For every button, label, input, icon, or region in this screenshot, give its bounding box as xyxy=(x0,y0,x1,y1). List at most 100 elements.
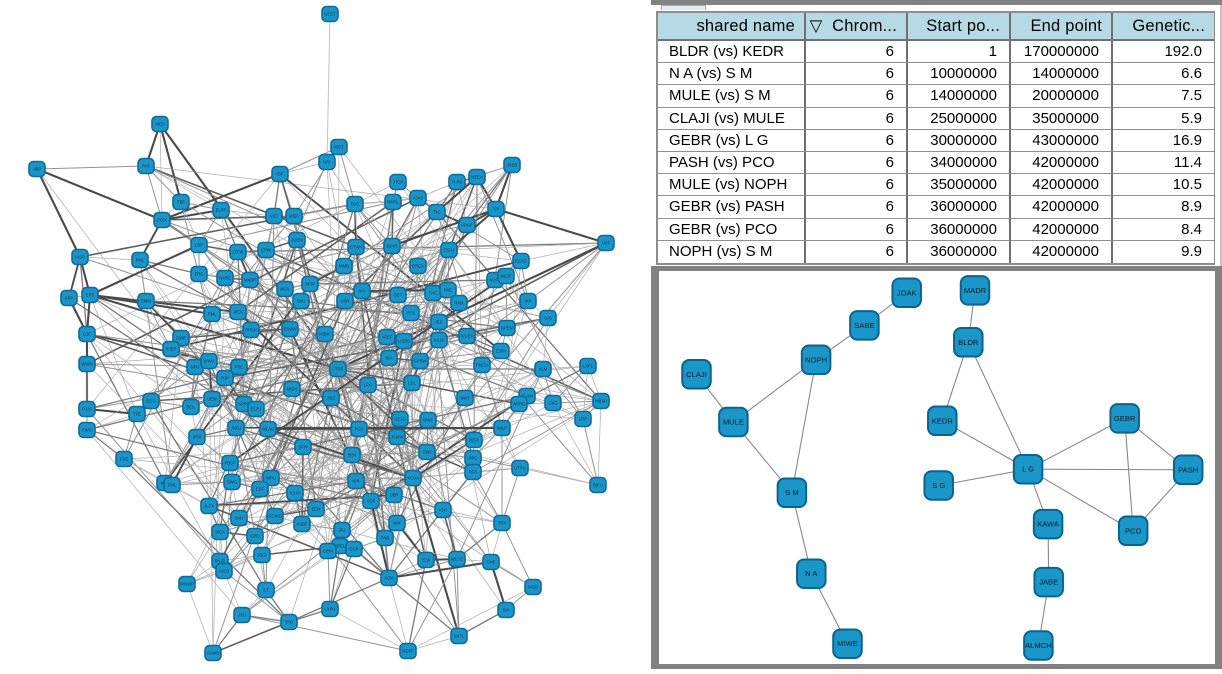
svg-text:WPU: WPU xyxy=(266,476,276,481)
svg-text:MCIL: MCIL xyxy=(280,287,291,292)
svg-text:NIR: NIR xyxy=(352,479,359,484)
svg-text:SABE: SABE xyxy=(854,321,874,330)
svg-text:XFW: XFW xyxy=(305,282,314,287)
svg-text:TFE: TFE xyxy=(133,412,141,417)
svg-text:JSGI: JSGI xyxy=(257,553,266,558)
svg-text:PXE: PXE xyxy=(444,288,453,293)
svg-text:XFEF: XFEF xyxy=(382,335,393,340)
svg-text:TRI: TRI xyxy=(493,207,500,212)
svg-text:CLAM: CLAM xyxy=(521,394,533,399)
svg-text:MBSP: MBSP xyxy=(595,399,607,404)
svg-text:RMX: RMX xyxy=(454,301,464,306)
svg-text:GWR: GWR xyxy=(176,336,186,341)
svg-text:PASH: PASH xyxy=(1178,465,1198,474)
svg-text:MIWE: MIWE xyxy=(837,639,858,648)
svg-text:NPEM: NPEM xyxy=(501,326,514,331)
svg-text:PSE: PSE xyxy=(235,365,244,370)
svg-text:NBP: NBP xyxy=(33,167,42,172)
svg-text:BJAR: BJAR xyxy=(387,244,398,249)
svg-text:JXEB: JXEB xyxy=(507,163,518,168)
svg-text:S G: S G xyxy=(932,481,945,490)
svg-text:ESF: ESF xyxy=(256,487,265,492)
svg-text:GTWN: GTWN xyxy=(350,245,363,250)
svg-text:NGPF: NGPF xyxy=(402,649,414,654)
svg-text:NOPH: NOPH xyxy=(805,355,827,364)
svg-text:WFRG: WFRG xyxy=(513,402,526,407)
svg-text:NPU: NPU xyxy=(191,365,200,370)
svg-text:LSP: LSP xyxy=(195,243,203,248)
svg-text:ACM: ACM xyxy=(384,576,394,581)
svg-text:RPSN: RPSN xyxy=(245,328,257,333)
svg-text:NMTL: NMTL xyxy=(387,200,399,205)
svg-text:USBS: USBS xyxy=(398,339,410,344)
svg-text:FUC: FUC xyxy=(351,202,360,207)
svg-text:RML: RML xyxy=(208,312,218,317)
svg-text:PCO: PCO xyxy=(1125,526,1142,535)
svg-text:CIRJ: CIRJ xyxy=(250,534,259,539)
svg-text:ICUA: ICUA xyxy=(290,491,300,496)
svg-text:IPM: IPM xyxy=(193,435,201,440)
svg-text:ELPP: ELPP xyxy=(216,208,227,213)
svg-text:BITG: BITG xyxy=(146,399,156,404)
svg-text:EMW: EMW xyxy=(141,299,151,304)
svg-text:WLAG: WLAG xyxy=(262,427,274,432)
svg-text:MWF: MWF xyxy=(423,418,433,423)
svg-text:RTS: RTS xyxy=(407,311,416,316)
svg-text:EBMW: EBMW xyxy=(283,327,296,332)
svg-text:GCWG: GCWG xyxy=(268,514,282,519)
svg-text:MES: MES xyxy=(155,122,164,127)
svg-text:S M: S M xyxy=(785,488,799,497)
svg-text:IXSR: IXSR xyxy=(75,255,85,260)
svg-text:APAP: APAP xyxy=(462,223,473,228)
svg-text:TIC: TIC xyxy=(434,210,441,215)
svg-text:BCIL: BCIL xyxy=(186,405,196,410)
svg-text:USN: USN xyxy=(341,299,350,304)
svg-text:AJLB: AJLB xyxy=(219,569,229,574)
svg-text:XLM: XLM xyxy=(539,367,548,372)
svg-text:GCT: GCT xyxy=(394,293,403,298)
svg-text:FWG: FWG xyxy=(82,428,92,433)
svg-text:IGF: IGF xyxy=(277,172,284,177)
svg-text:XCUA: XCUA xyxy=(407,476,419,481)
svg-text:CGP: CGP xyxy=(349,547,358,552)
svg-text:FLRS: FLRS xyxy=(452,180,463,185)
svg-text:RNCU: RNCU xyxy=(476,363,488,368)
svg-text:IXP: IXP xyxy=(525,299,532,304)
svg-text:APP: APP xyxy=(65,296,74,301)
svg-text:IACI: IACI xyxy=(270,214,278,219)
svg-text:IBSX: IBSX xyxy=(469,438,479,443)
svg-text:GIG: GIG xyxy=(544,316,552,321)
svg-text:NNL: NNL xyxy=(136,258,145,263)
svg-text:UPF: UPF xyxy=(602,241,611,246)
svg-text:CXG: CXG xyxy=(548,401,557,406)
svg-text:ELW: ELW xyxy=(422,558,431,563)
svg-text:ECRJ: ECRJ xyxy=(251,407,262,412)
svg-text:JLFX: JLFX xyxy=(204,504,214,509)
svg-text:MMB: MMB xyxy=(339,264,349,269)
svg-text:JABE: JABE xyxy=(1039,578,1058,587)
svg-text:PGX: PGX xyxy=(355,427,364,432)
svg-text:WNWP: WNWP xyxy=(180,582,194,587)
svg-text:AJAS: AJAS xyxy=(413,196,424,201)
svg-text:RJEP: RJEP xyxy=(166,347,177,352)
svg-text:MEJF: MEJF xyxy=(501,274,512,279)
svg-text:JUEM: JUEM xyxy=(291,238,303,243)
svg-text:LCL: LCL xyxy=(408,381,416,386)
svg-text:MSIF: MSIF xyxy=(289,214,299,219)
svg-text:IWLP: IWLP xyxy=(497,426,507,431)
svg-text:CLAJI: CLAJI xyxy=(686,370,707,379)
svg-text:LXPU: LXPU xyxy=(325,607,336,612)
svg-text:RAT: RAT xyxy=(142,164,151,169)
svg-text:FBCF: FBCF xyxy=(225,461,236,466)
svg-text:GEBR: GEBR xyxy=(1114,414,1136,423)
svg-text:EJPA: EJPA xyxy=(496,349,506,354)
svg-text:SXTL: SXTL xyxy=(454,634,465,639)
svg-text:TNC: TNC xyxy=(429,291,438,296)
svg-text:NUFT: NUFT xyxy=(489,278,501,283)
svg-text:NBNF: NBNF xyxy=(319,332,331,337)
svg-text:JTCP: JTCP xyxy=(393,180,404,185)
svg-text:JSU: JSU xyxy=(238,613,246,618)
svg-text:TRX: TRX xyxy=(498,521,507,526)
svg-text:LPS: LPS xyxy=(364,383,372,388)
svg-text:MGB: MGB xyxy=(528,585,538,590)
